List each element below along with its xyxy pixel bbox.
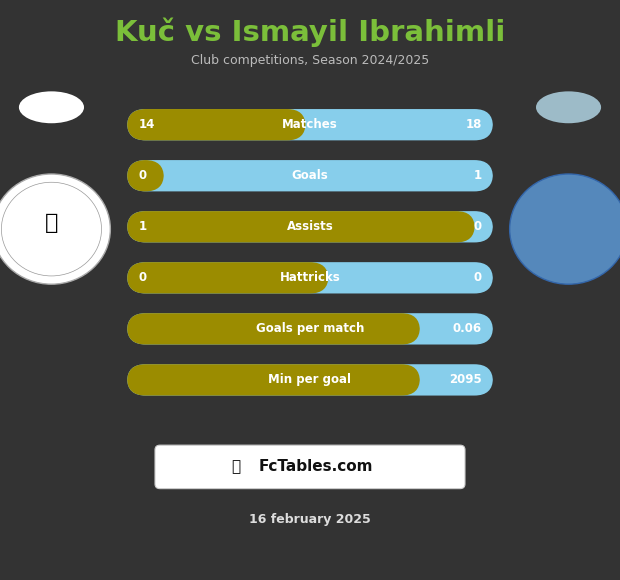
FancyBboxPatch shape [127,364,493,396]
Text: Club competitions, Season 2024/2025: Club competitions, Season 2024/2025 [191,55,429,67]
Text: 0: 0 [138,271,146,284]
FancyBboxPatch shape [155,445,465,488]
FancyBboxPatch shape [127,313,420,345]
Text: Min per goal: Min per goal [268,374,352,386]
Text: 🏗: 🏗 [45,213,58,233]
Text: 1: 1 [138,220,146,233]
Text: Kuč vs Ismayil Ibrahimli: Kuč vs Ismayil Ibrahimli [115,17,505,46]
FancyBboxPatch shape [127,262,329,293]
Text: Hattricks: Hattricks [280,271,340,284]
Text: FcTables.com: FcTables.com [259,459,373,474]
Ellipse shape [536,92,601,124]
Text: 0: 0 [474,271,482,284]
Text: 18: 18 [466,118,482,131]
Text: Matches: Matches [282,118,338,131]
Text: Goals per match: Goals per match [256,322,364,335]
FancyBboxPatch shape [127,211,475,242]
Text: Goals: Goals [291,169,329,182]
FancyBboxPatch shape [127,364,420,396]
FancyBboxPatch shape [127,109,493,140]
FancyBboxPatch shape [127,160,493,191]
Text: 0: 0 [138,169,146,182]
FancyBboxPatch shape [127,160,164,191]
Circle shape [510,174,620,284]
FancyBboxPatch shape [127,109,306,140]
FancyBboxPatch shape [127,313,493,345]
Text: 0.06: 0.06 [453,322,482,335]
Ellipse shape [19,92,84,124]
Text: 0: 0 [474,220,482,233]
Text: 2095: 2095 [449,374,482,386]
Circle shape [0,174,110,284]
Text: Assists: Assists [286,220,334,233]
FancyBboxPatch shape [127,262,493,293]
Text: 16 february 2025: 16 february 2025 [249,513,371,525]
Text: 1: 1 [474,169,482,182]
FancyBboxPatch shape [127,211,493,242]
Text: 📊: 📊 [231,459,240,474]
Text: 14: 14 [138,118,154,131]
